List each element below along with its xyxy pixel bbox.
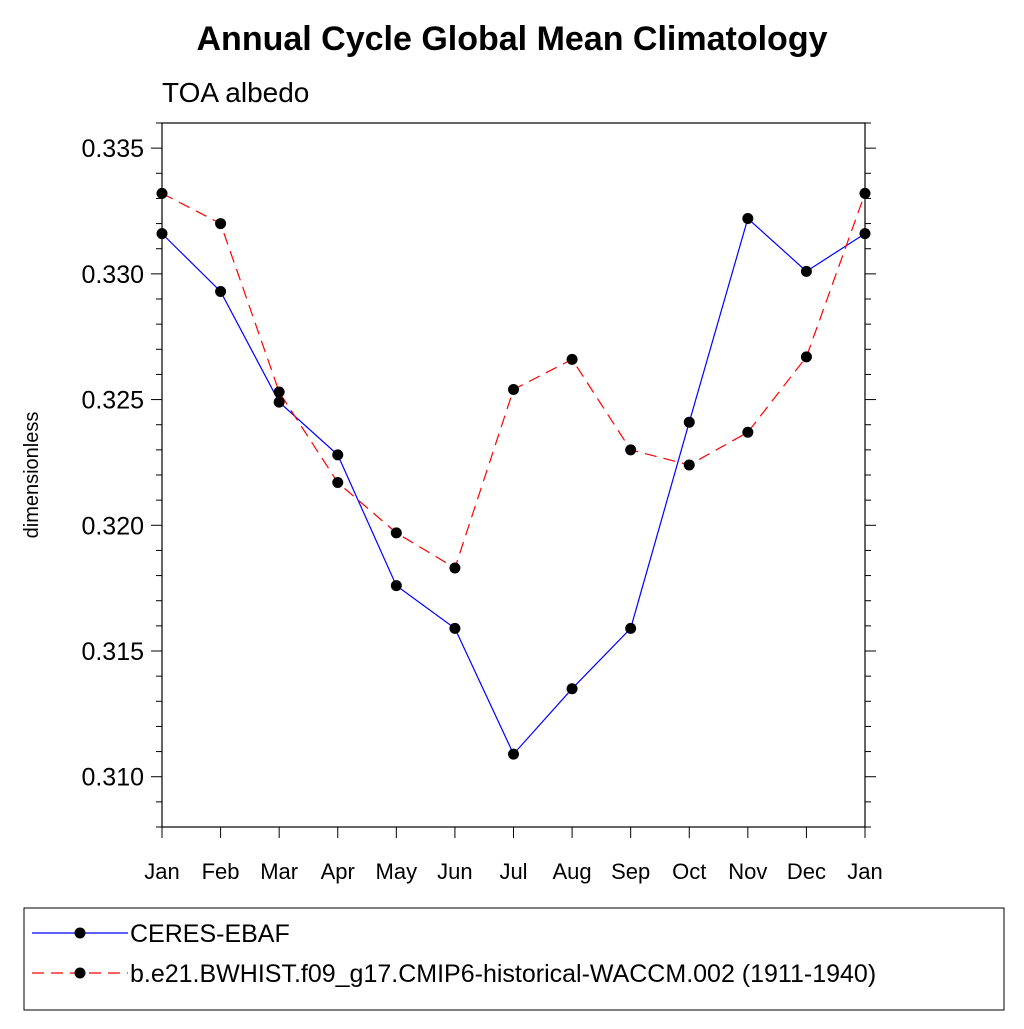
legend-marker-1 xyxy=(74,967,86,979)
x-tick-label-11: Dec xyxy=(787,859,826,884)
series-0-point-8 xyxy=(625,622,637,634)
series-0-point-9 xyxy=(683,416,695,428)
x-tick-label-4: May xyxy=(376,859,418,884)
series-0-point-5 xyxy=(449,622,461,634)
y-tick-label-4: 0.330 xyxy=(81,261,144,289)
x-tick-label-7: Aug xyxy=(553,859,592,884)
x-tick-label-5: Jun xyxy=(437,859,472,884)
series-1-point-10 xyxy=(742,426,754,438)
series-1-point-8 xyxy=(625,444,637,456)
series-1-point-7 xyxy=(566,353,578,365)
series-0-point-6 xyxy=(508,748,519,760)
y-axis-label: dimensionless xyxy=(21,412,43,539)
series-0-point-11 xyxy=(800,265,812,277)
series-1-point-5 xyxy=(449,562,461,574)
legend-box xyxy=(23,907,1005,1011)
series-1-point-9 xyxy=(683,459,695,471)
marks-layer xyxy=(156,187,871,760)
series-1-point-2 xyxy=(273,386,285,398)
x-tick-label-12: Jan xyxy=(847,859,882,884)
series-0-line xyxy=(161,217,866,756)
x-tick-label-0: Jan xyxy=(144,859,179,884)
x-tick-label-2: Mar xyxy=(260,859,298,884)
series-1-point-6 xyxy=(508,384,519,396)
x-tick-label-1: Feb xyxy=(202,859,240,884)
ticks-layer: 0.310 0.315 0.320 0.325 0.330 0.335 Jan Feb Mar A… xyxy=(81,122,883,884)
series-0-point-3 xyxy=(332,449,344,461)
y-tick-label-3: 0.325 xyxy=(81,387,144,415)
chart-subtitle: TOA albedo xyxy=(162,77,309,108)
y-tick-label-1: 0.315 xyxy=(81,638,144,666)
chart-title: Annual Cycle Global Mean Climatology xyxy=(197,20,828,58)
legend-label-1: b.e21.BWHIST.f09_g17.CMIP6-historical-WA… xyxy=(130,960,876,988)
series-0-point-10 xyxy=(742,213,754,225)
series-1-point-1 xyxy=(215,218,227,230)
series-1-point-4 xyxy=(390,527,402,539)
series-0-point-1 xyxy=(215,285,227,297)
legend: CERES-EBAF b.e21.BWHIST.f09_g17.CMIP6-his… xyxy=(23,907,1005,1011)
y-tick-label-2: 0.320 xyxy=(81,512,144,540)
x-tick-label-3: Apr xyxy=(321,859,355,884)
legend-marker-0 xyxy=(74,927,86,939)
x-tick-label-9: Oct xyxy=(672,859,706,884)
series-0-point-7 xyxy=(566,683,578,695)
series-0-point-2 xyxy=(273,396,285,408)
series-0-point-4 xyxy=(390,580,402,592)
x-tick-label-8: Sep xyxy=(611,859,650,884)
y-tick-label-0: 0.310 xyxy=(81,764,144,792)
y-tick-label-5: 0.335 xyxy=(81,135,144,163)
x-tick-label-6: Jul xyxy=(499,859,527,884)
series-1-point-11 xyxy=(800,351,812,363)
legend-label-0: CERES-EBAF xyxy=(130,920,290,948)
series-1-point-3 xyxy=(332,477,344,489)
x-tick-label-10: Nov xyxy=(728,859,767,884)
